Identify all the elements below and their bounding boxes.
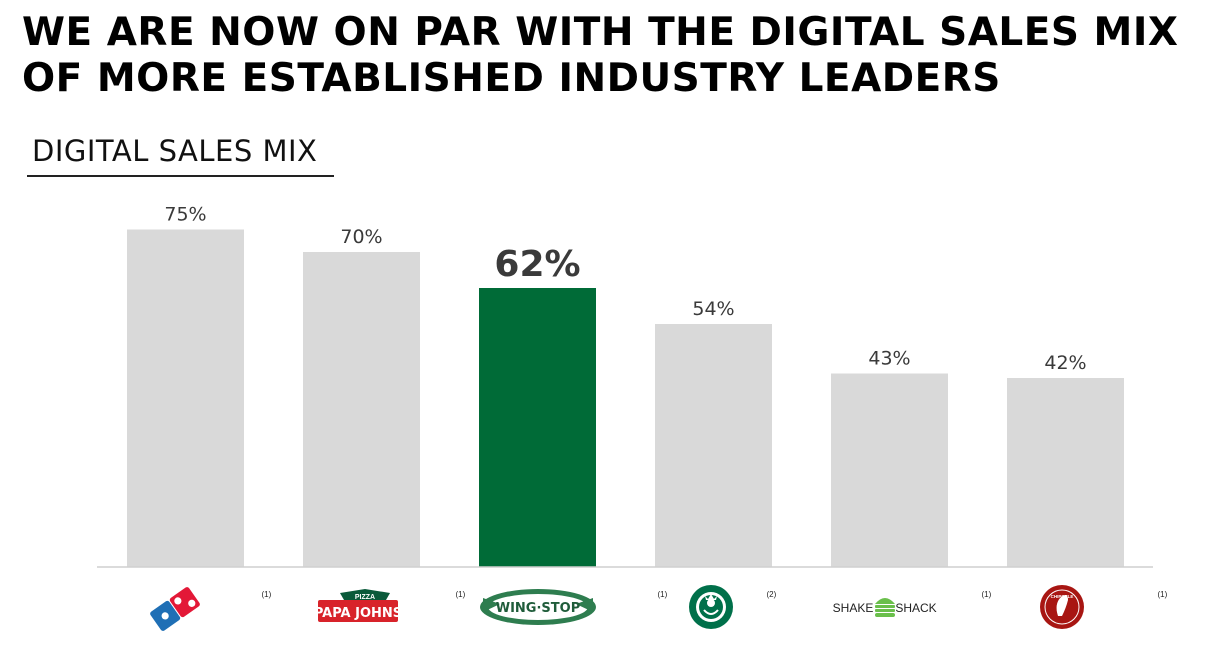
footnote-0: (1) [262, 590, 272, 599]
bars-group: 75% 70% 62% 54% 43% 42% [127, 204, 1124, 567]
papa-johns-logo: PIZZA PAPA JOHNS [314, 589, 402, 622]
chart-title: DIGITAL SALES MIX [32, 134, 318, 168]
chipotle-logo: CHIPOTLE [1040, 585, 1084, 629]
burger-icon [875, 598, 895, 617]
footnote-3: (2) [767, 590, 777, 599]
bar-4 [831, 373, 948, 567]
bar-value-label-1: 70% [340, 226, 382, 248]
bar-value-label-0: 75% [164, 204, 206, 226]
wingstop-logo: WING·STOP [480, 589, 596, 625]
bar-value-label-3: 54% [692, 298, 734, 320]
bar-value-label-5: 42% [1044, 352, 1086, 374]
dominos-logo [149, 586, 201, 632]
chart-title-underline [27, 175, 334, 177]
bar-0 [127, 229, 244, 567]
papa-johns-pizza-text: PIZZA [355, 594, 375, 601]
page-headline: WE ARE NOW ON PAR WITH THE DIGITAL SALES… [22, 10, 1179, 101]
bar-3 [655, 324, 772, 567]
wingstop-wordmark: WING·STOP [496, 601, 580, 616]
starbucks-logo [689, 585, 733, 629]
footnote-5: (1) [1158, 590, 1168, 599]
footnote-2: (1) [658, 590, 668, 599]
bar-2 [479, 288, 596, 567]
shake-shack-wordmark-left: SHAKE [833, 601, 874, 615]
bar-value-label-2: 62% [494, 244, 580, 285]
footnote-4: (1) [982, 590, 992, 599]
bar-value-label-4: 43% [868, 348, 910, 370]
shake-shack-logo: SHAKE SHACK [833, 598, 937, 617]
chipotle-wordmark: CHIPOTLE [1051, 594, 1074, 599]
footnotes-group: (1) (1) (1) (2) (1) (1) [262, 590, 1168, 599]
shake-shack-wordmark-right: SHACK [895, 601, 936, 615]
bar-5 [1007, 378, 1124, 567]
footnote-1: (1) [456, 590, 466, 599]
papa-johns-wordmark: PAPA JOHNS [314, 606, 402, 621]
bar-1 [303, 252, 420, 567]
